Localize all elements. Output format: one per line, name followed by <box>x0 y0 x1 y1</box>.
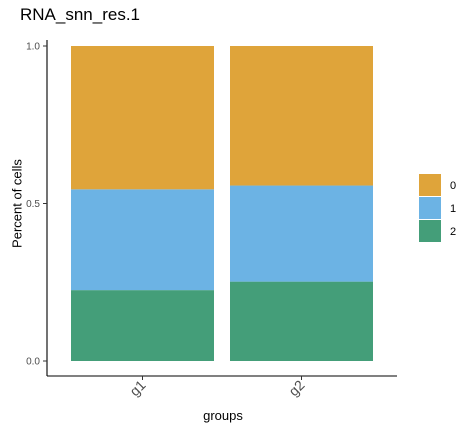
legend-key-0 <box>419 174 441 196</box>
bar-g2-cluster-0 <box>230 46 373 186</box>
legend-key-2 <box>419 220 441 242</box>
y-tick-label: 1.0 <box>26 42 40 53</box>
legend-label-2: 2 <box>450 226 456 238</box>
bar-g1-cluster-0 <box>71 46 214 190</box>
legend-key-1 <box>419 197 441 219</box>
y-tick-label: 0.5 <box>26 199 40 210</box>
axes-layer: 0.0 0.5 1.0 g1 g2 <box>26 40 397 399</box>
x-tick-label-g2: g2 <box>285 377 307 399</box>
y-axis-title: Percent of cells <box>10 159 25 248</box>
bar-g1-cluster-1 <box>71 189 214 291</box>
bar-g2-cluster-2 <box>230 281 373 361</box>
x-axis-title: groups <box>203 408 243 423</box>
chart-title: RNA_snn_res.1 <box>20 5 140 24</box>
bars-layer <box>71 46 373 361</box>
bar-g2-cluster-1 <box>230 185 373 282</box>
x-tick-label-g1: g1 <box>126 377 148 399</box>
legend: 0 1 2 <box>419 174 456 242</box>
bar-g1-cluster-2 <box>71 290 214 361</box>
y-tick-label: 0.0 <box>26 357 40 368</box>
legend-label-0: 0 <box>450 180 456 192</box>
legend-label-1: 1 <box>450 203 456 215</box>
